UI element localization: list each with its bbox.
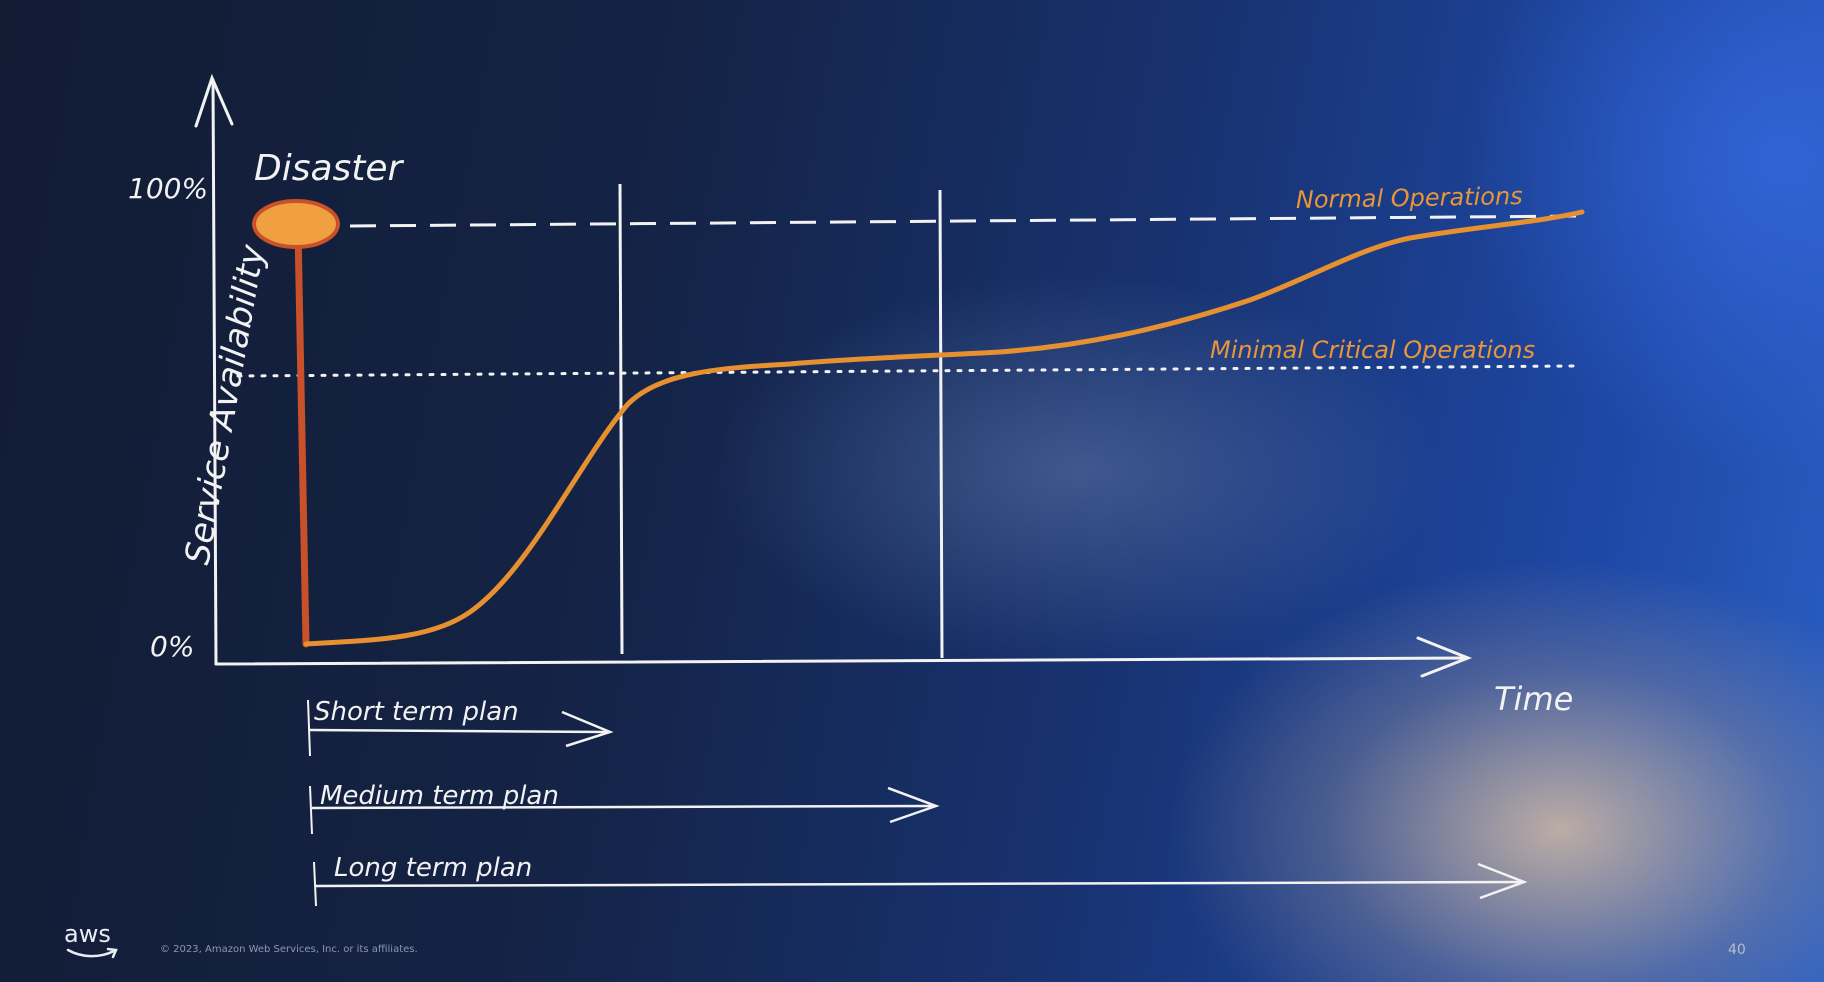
y-axis-title: Service Availability <box>177 241 273 568</box>
medium-term-divider <box>938 189 944 659</box>
long-term-plan-arrow: Long term plan <box>313 853 1528 907</box>
x-axis-arrowhead <box>1416 636 1473 678</box>
minimal-operations-label: Minimal Critical Operations <box>1210 336 1535 364</box>
short-term-plan-label: Short term plan <box>314 697 519 727</box>
short-term-divider <box>618 183 624 655</box>
disaster-drop-line <box>294 226 310 648</box>
axis-top-label: 100% <box>128 172 208 205</box>
medium-term-plan-arrow: Medium term plan <box>309 781 940 835</box>
x-axis <box>214 656 1468 666</box>
slide-number: 40 <box>1728 942 1746 958</box>
y-axis-arrowhead <box>194 73 234 128</box>
aws-logo-text: aws <box>64 920 111 948</box>
short-term-plan-arrow: Short term plan <box>307 697 614 757</box>
disaster-label: Disaster <box>254 148 405 189</box>
x-axis-title: Time <box>1494 680 1573 718</box>
minimal-operations-line <box>236 364 1576 378</box>
y-axis <box>211 78 218 666</box>
aws-smile-icon <box>66 947 118 959</box>
copyright-text: © 2023, Amazon Web Services, Inc. or its… <box>160 944 418 955</box>
normal-operations-label: Normal Operations <box>1296 182 1523 214</box>
medium-term-plan-label: Medium term plan <box>320 781 559 811</box>
aws-logo: aws <box>64 922 124 966</box>
axis-bottom-label: 0% <box>150 630 194 663</box>
disaster-marker <box>252 199 340 249</box>
recovery-curve <box>303 209 1585 647</box>
long-term-plan-label: Long term plan <box>334 853 532 883</box>
normal-operations-line <box>349 214 1583 228</box>
